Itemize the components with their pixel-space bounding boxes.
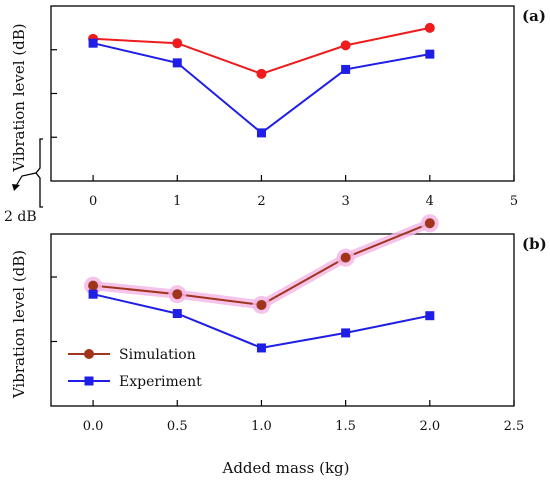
legend-label: Experiment	[119, 374, 202, 390]
simulation-point	[256, 299, 267, 310]
experiment-point	[256, 128, 266, 138]
scale-bar-label: 2 dB	[4, 209, 37, 225]
y-axis-title: Vibration level (dB)	[10, 250, 28, 399]
experiment-point	[341, 64, 351, 74]
experiment-point	[172, 58, 182, 68]
x-tick-label: 2.5	[504, 419, 525, 434]
simulation-point	[256, 68, 267, 79]
y-axis-title: Vibration level (dB)	[10, 23, 28, 172]
simulation-line	[93, 26, 431, 75]
legend-label: Simulation	[119, 347, 196, 363]
series-glow	[88, 218, 435, 310]
experiment-point	[425, 311, 435, 321]
panel-b-chart: 0.0 0.5 1.0 1.5 2.0 2.5 Vibration level (dB) Si…	[10, 214, 524, 434]
plot-frame	[50, 5, 515, 182]
x-tick-label: 1.5	[335, 419, 356, 434]
x-tick-label: 0	[89, 194, 97, 209]
scale-arrow-icon	[12, 184, 20, 191]
x-tick-label: 2	[257, 194, 265, 209]
simulation-point	[340, 252, 351, 263]
x-tick-label: 5	[510, 194, 518, 209]
experiment-point	[172, 309, 182, 319]
experiment-point	[341, 328, 351, 338]
x-axis-title: Added mass (kg)	[221, 459, 349, 477]
scale-bracket	[15, 138, 43, 208]
legend-square-icon	[84, 376, 94, 386]
experiment-point	[425, 49, 435, 59]
experiment-point	[88, 38, 98, 48]
x-tick-label: 1	[173, 194, 181, 209]
simulation-point	[88, 280, 99, 291]
x-tick-label: 3	[341, 194, 349, 209]
x-tick-label: 1.0	[251, 419, 272, 434]
panel-b-label: (b)	[522, 235, 547, 253]
experiment-point	[256, 343, 266, 353]
plot-frame	[50, 233, 515, 407]
x-tick-label: 4	[426, 194, 434, 209]
x-tick-label: 0.0	[83, 419, 104, 434]
x-tick-label: 0.5	[167, 419, 188, 434]
experiment-point	[88, 289, 98, 299]
simulation-point	[172, 38, 183, 49]
simulation-point	[424, 218, 435, 229]
simulation-point	[424, 22, 435, 33]
simulation-point	[340, 40, 351, 51]
experiment-line	[92, 42, 430, 135]
simulation-point	[172, 289, 183, 300]
legend-circle-icon	[84, 349, 94, 359]
x-tick-label: 2.0	[419, 419, 440, 434]
panel-a-chart: 0 1 2 3 4 5 Vibration level (dB)	[10, 5, 518, 209]
panel-a-label: (a)	[522, 7, 546, 25]
